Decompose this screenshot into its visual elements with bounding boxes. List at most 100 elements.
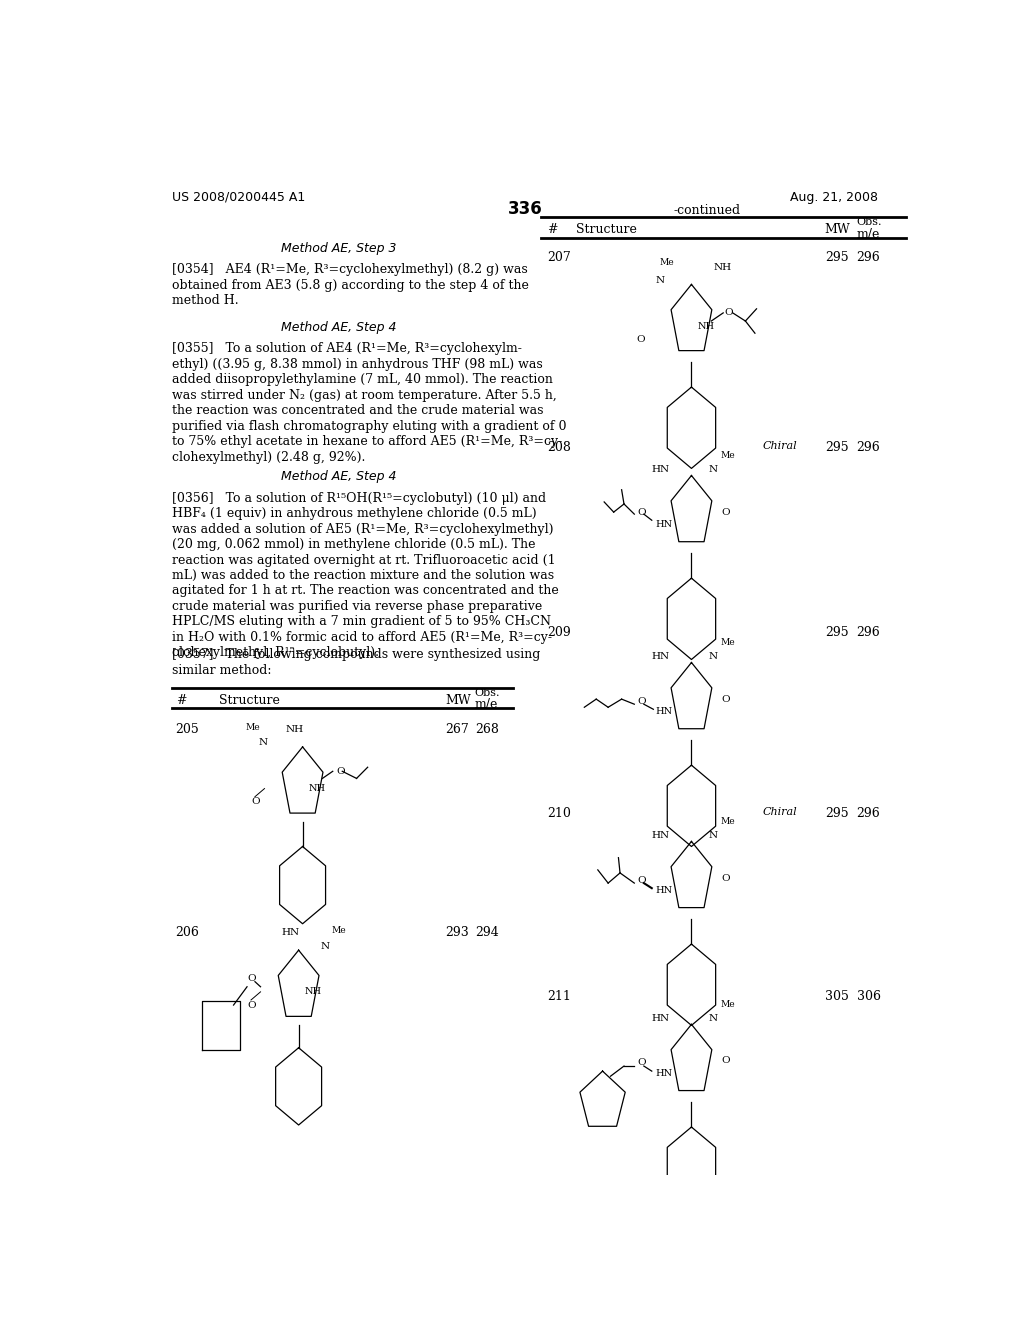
Text: 206: 206 bbox=[176, 925, 200, 939]
Text: US 2008/0200445 A1: US 2008/0200445 A1 bbox=[172, 191, 305, 203]
Text: 208: 208 bbox=[547, 441, 571, 454]
Text: agitated for 1 h at rt. The reaction was concentrated and the: agitated for 1 h at rt. The reaction was… bbox=[172, 585, 558, 598]
Text: was stirred under N₂ (gas) at room temperature. After 5.5 h,: was stirred under N₂ (gas) at room tempe… bbox=[172, 388, 556, 401]
Text: 294: 294 bbox=[475, 925, 499, 939]
Text: NH: NH bbox=[309, 784, 326, 793]
Text: [0354]   AE4 (R¹=Me, R³=cyclohexylmethyl) (8.2 g) was: [0354] AE4 (R¹=Me, R³=cyclohexylmethyl) … bbox=[172, 263, 527, 276]
Text: Obs.: Obs. bbox=[475, 688, 501, 698]
Text: 267: 267 bbox=[445, 722, 469, 735]
Text: mL) was added to the reaction mixture and the solution was: mL) was added to the reaction mixture an… bbox=[172, 569, 554, 582]
Text: 296: 296 bbox=[856, 441, 881, 454]
Text: method H.: method H. bbox=[172, 294, 239, 308]
Text: reaction was agitated overnight at rt. Trifluoroacetic acid (1: reaction was agitated overnight at rt. T… bbox=[172, 553, 555, 566]
Text: obtained from AE3 (5.8 g) according to the step 4 of the: obtained from AE3 (5.8 g) according to t… bbox=[172, 279, 528, 292]
Text: Me: Me bbox=[332, 927, 346, 936]
Text: O: O bbox=[247, 974, 256, 983]
Text: [0355]   To a solution of AE4 (R¹=Me, R³=cyclohexylm-: [0355] To a solution of AE4 (R¹=Me, R³=c… bbox=[172, 342, 521, 355]
Text: N: N bbox=[709, 830, 718, 840]
Text: O: O bbox=[722, 1056, 730, 1065]
Text: Method AE, Step 4: Method AE, Step 4 bbox=[281, 470, 396, 483]
Text: [0356]   To a solution of R¹⁵OH(R¹⁵=cyclobutyl) (10 μl) and: [0356] To a solution of R¹⁵OH(R¹⁵=cyclob… bbox=[172, 492, 546, 504]
Text: crude material was purified via reverse phase preparative: crude material was purified via reverse … bbox=[172, 599, 542, 612]
Text: 211: 211 bbox=[547, 990, 571, 1003]
Text: HN: HN bbox=[282, 928, 300, 937]
Text: O: O bbox=[638, 1059, 646, 1068]
Text: Structure: Structure bbox=[219, 694, 281, 708]
Text: HN: HN bbox=[651, 830, 670, 840]
Text: O: O bbox=[336, 767, 344, 776]
Text: 268: 268 bbox=[475, 722, 499, 735]
Text: N: N bbox=[655, 276, 665, 285]
Text: 207: 207 bbox=[547, 251, 570, 264]
Text: 296: 296 bbox=[856, 251, 881, 264]
Text: NH: NH bbox=[305, 987, 323, 997]
Text: m/e: m/e bbox=[475, 698, 499, 711]
Text: 293: 293 bbox=[445, 925, 469, 939]
Text: 295: 295 bbox=[824, 626, 849, 639]
Text: Aug. 21, 2008: Aug. 21, 2008 bbox=[790, 191, 878, 203]
Text: 305: 305 bbox=[824, 990, 849, 1003]
Text: NH: NH bbox=[286, 725, 304, 734]
Text: HPLC/MS eluting with a 7 min gradient of 5 to 95% CH₃CN: HPLC/MS eluting with a 7 min gradient of… bbox=[172, 615, 551, 628]
Text: 296: 296 bbox=[856, 626, 881, 639]
Text: NH: NH bbox=[697, 322, 715, 330]
Text: 210: 210 bbox=[547, 807, 571, 820]
Text: O: O bbox=[722, 874, 730, 883]
Text: NH: NH bbox=[714, 263, 732, 272]
Text: similar method:: similar method: bbox=[172, 664, 271, 677]
Text: -continued: -continued bbox=[674, 205, 741, 216]
Text: N: N bbox=[709, 1014, 718, 1023]
Text: O: O bbox=[638, 875, 646, 884]
Text: 336: 336 bbox=[508, 201, 542, 218]
Text: m/e: m/e bbox=[856, 227, 880, 240]
Text: HN: HN bbox=[655, 706, 673, 715]
Text: HN: HN bbox=[651, 1014, 670, 1023]
Text: N: N bbox=[321, 941, 330, 950]
Text: Obs.: Obs. bbox=[856, 218, 882, 227]
Text: N: N bbox=[709, 652, 718, 661]
Text: 209: 209 bbox=[547, 626, 570, 639]
Text: clohexylmethyl) (2.48 g, 92%).: clohexylmethyl) (2.48 g, 92%). bbox=[172, 450, 365, 463]
Text: HN: HN bbox=[655, 520, 673, 529]
Text: added diisopropylethylamine (7 mL, 40 mmol). The reaction: added diisopropylethylamine (7 mL, 40 mm… bbox=[172, 374, 553, 387]
Text: 295: 295 bbox=[824, 807, 849, 820]
Text: 296: 296 bbox=[856, 807, 881, 820]
Text: O: O bbox=[247, 1001, 256, 1010]
Text: MW: MW bbox=[445, 694, 471, 708]
Text: O: O bbox=[725, 309, 733, 317]
Text: O: O bbox=[251, 797, 260, 807]
Text: Me: Me bbox=[659, 257, 675, 267]
Text: purified via flash chromatography eluting with a gradient of 0: purified via flash chromatography elutin… bbox=[172, 420, 566, 433]
Text: to 75% ethyl acetate in hexane to afford AE5 (R¹=Me, R³=cy-: to 75% ethyl acetate in hexane to afford… bbox=[172, 436, 562, 447]
Text: O: O bbox=[638, 697, 646, 706]
Text: Chiral: Chiral bbox=[763, 807, 798, 817]
Text: HN: HN bbox=[655, 886, 673, 895]
Text: O: O bbox=[638, 508, 646, 516]
Text: [0357]   The following compounds were synthesized using: [0357] The following compounds were synt… bbox=[172, 648, 540, 661]
Text: HBF₄ (1 equiv) in anhydrous methylene chloride (0.5 mL): HBF₄ (1 equiv) in anhydrous methylene ch… bbox=[172, 507, 537, 520]
Text: (20 mg, 0.062 mmol) in methylene chloride (0.5 mL). The: (20 mg, 0.062 mmol) in methylene chlorid… bbox=[172, 539, 536, 552]
Text: clohexylmethyl, R¹⁵=cyclobutyl).: clohexylmethyl, R¹⁵=cyclobutyl). bbox=[172, 647, 379, 659]
Text: O: O bbox=[722, 694, 730, 704]
Text: Me: Me bbox=[720, 999, 734, 1008]
Text: Chiral: Chiral bbox=[763, 441, 798, 451]
Text: 295: 295 bbox=[824, 251, 849, 264]
Text: N: N bbox=[709, 465, 718, 474]
Text: Structure: Structure bbox=[577, 223, 637, 236]
Text: Me: Me bbox=[720, 638, 734, 647]
Text: 295: 295 bbox=[824, 441, 849, 454]
Text: was added a solution of AE5 (R¹=Me, R³=cyclohexylmethyl): was added a solution of AE5 (R¹=Me, R³=c… bbox=[172, 523, 553, 536]
Text: Method AE, Step 4: Method AE, Step 4 bbox=[281, 321, 396, 334]
Text: N: N bbox=[259, 738, 268, 747]
Text: Me: Me bbox=[720, 817, 734, 825]
Text: O: O bbox=[722, 508, 730, 516]
Text: MW: MW bbox=[824, 223, 851, 236]
Text: 205: 205 bbox=[176, 722, 200, 735]
Text: Me: Me bbox=[720, 450, 734, 459]
Text: #: # bbox=[176, 694, 186, 708]
Text: ethyl) ((3.95 g, 8.38 mmol) in anhydrous THF (98 mL) was: ethyl) ((3.95 g, 8.38 mmol) in anhydrous… bbox=[172, 358, 543, 371]
Text: 306: 306 bbox=[856, 990, 881, 1003]
Text: the reaction was concentrated and the crude material was: the reaction was concentrated and the cr… bbox=[172, 404, 543, 417]
Text: Me: Me bbox=[246, 723, 260, 733]
Text: HN: HN bbox=[655, 1069, 673, 1077]
